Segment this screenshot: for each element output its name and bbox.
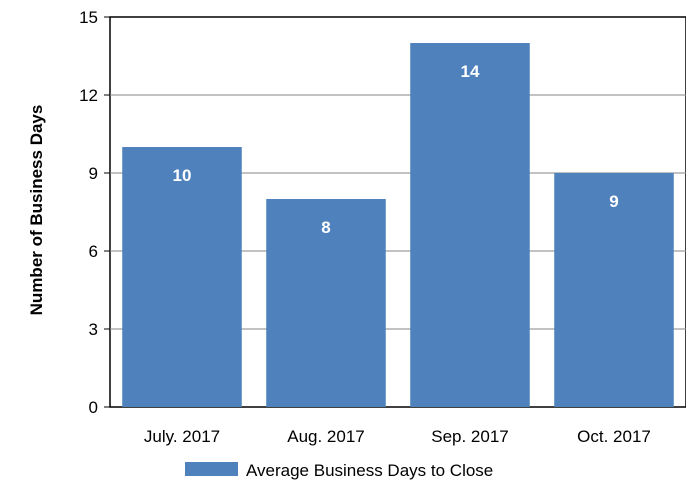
y-axis-ticks: 0 3 6 9 12 15 [79,8,110,417]
bars: 10 8 14 9 [122,43,674,407]
y-tick-label: 9 [89,164,98,183]
y-tick-label: 15 [79,8,98,27]
data-label: 9 [609,192,618,211]
data-label: 8 [321,218,330,237]
legend: Average Business Days to Close [185,461,493,480]
x-tick-label: Oct. 2017 [577,427,651,446]
data-label: 10 [173,166,192,185]
bar [554,173,674,407]
bar [266,199,386,407]
y-tick-label: 12 [79,86,98,105]
x-axis-ticks: July. 2017 Aug. 2017 Sep. 2017 Oct. 2017 [144,427,651,446]
y-tick-label: 0 [89,398,98,417]
legend-label: Average Business Days to Close [246,461,493,480]
legend-swatch [185,462,238,476]
data-label: 14 [461,62,480,81]
x-tick-label: July. 2017 [144,427,220,446]
x-tick-label: Sep. 2017 [431,427,509,446]
y-tick-label: 3 [89,320,98,339]
y-tick-label: 6 [89,242,98,261]
x-tick-label: Aug. 2017 [287,427,365,446]
y-axis-label: Number of Business Days [27,105,46,316]
bar [410,43,530,407]
bar [122,147,242,407]
